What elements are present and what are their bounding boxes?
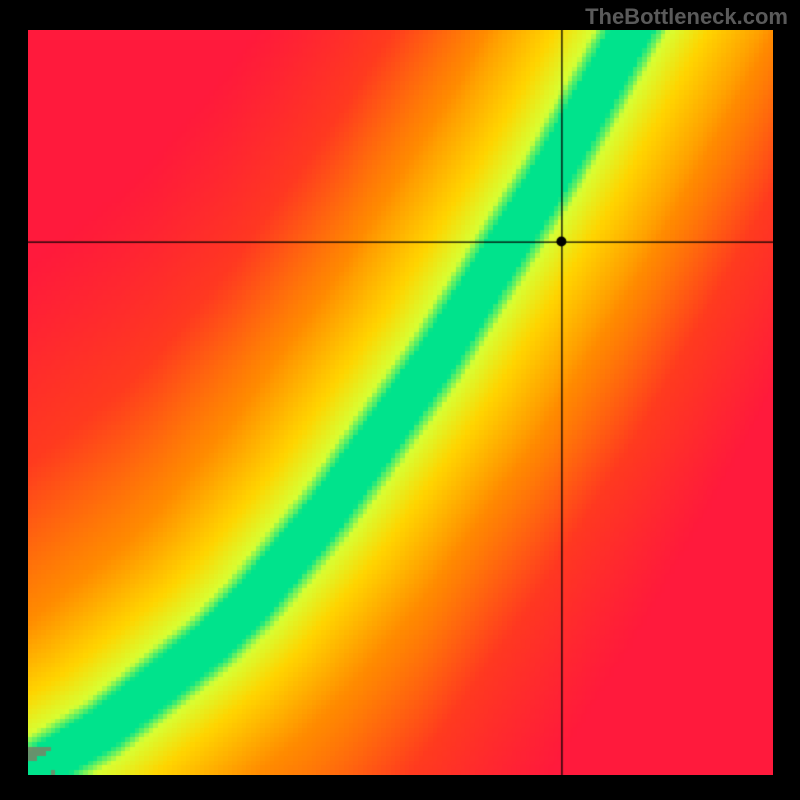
watermark-text: TheBottleneck.com (585, 4, 788, 30)
heatmap-canvas (28, 30, 773, 775)
chart-container: TheBottleneck.com (0, 0, 800, 800)
